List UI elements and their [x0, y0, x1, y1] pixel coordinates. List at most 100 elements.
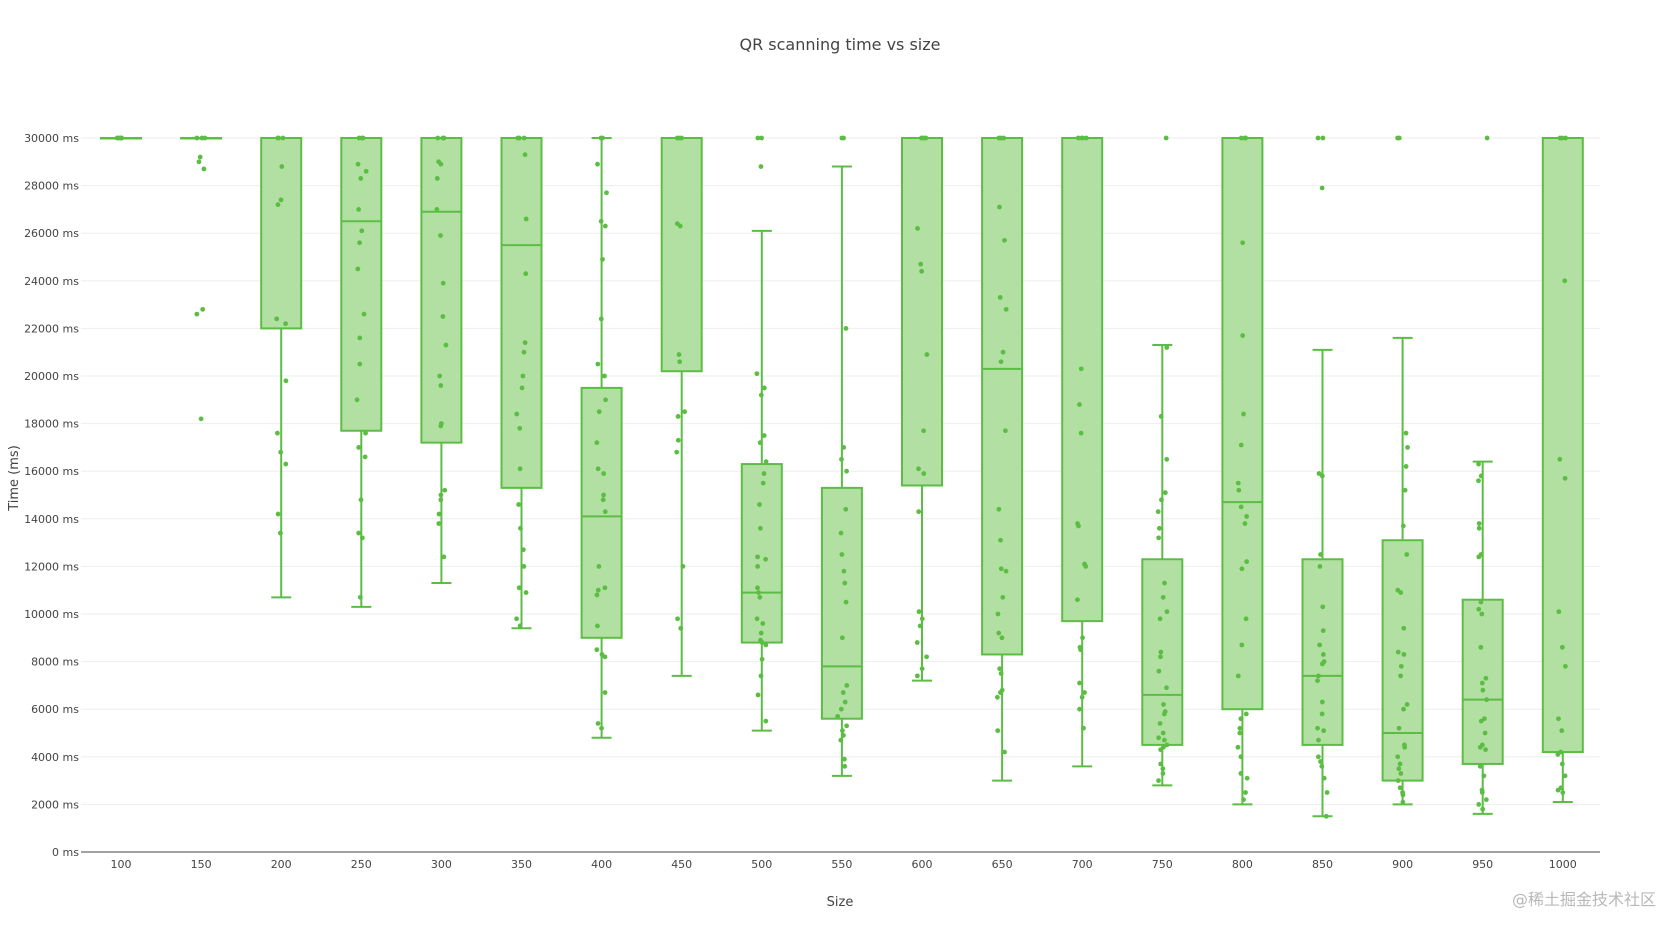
x-tick-label: 900 [1392, 858, 1413, 871]
data-point [1238, 754, 1244, 760]
data-point [682, 409, 688, 415]
data-point [755, 585, 760, 591]
data-point [1156, 535, 1162, 541]
y-axis-ticks: 0 ms 2000 ms 4000 ms 6000 ms 8000 ms 10000 ms… [24, 132, 79, 859]
data-point [1158, 747, 1164, 753]
data-point [440, 314, 446, 319]
data-point [1398, 673, 1403, 679]
x-tick-label: 750 [1152, 858, 1173, 871]
y-tick-label: 16000 ms [24, 465, 79, 478]
data-point [275, 430, 280, 436]
y-tick-label: 10000 ms [24, 608, 79, 621]
data-point [1241, 411, 1246, 417]
data-point [1001, 135, 1007, 141]
box-250 [340, 137, 383, 608]
data-point [1320, 628, 1326, 634]
data-point [201, 166, 207, 172]
box-iqr [340, 137, 383, 432]
data-point [1238, 135, 1244, 141]
data-point [1324, 790, 1330, 795]
data-point [1235, 673, 1241, 679]
data-point [1478, 473, 1484, 479]
data-point [521, 564, 527, 569]
data-point [1161, 737, 1167, 743]
data-point [758, 164, 764, 169]
data-point [677, 359, 683, 365]
box-iqr [901, 137, 943, 487]
data-point [679, 135, 684, 141]
data-point [594, 647, 600, 653]
data-point [355, 266, 361, 272]
data-point [436, 521, 442, 526]
data-point [523, 590, 529, 595]
data-point [759, 640, 765, 645]
y-tick-label: 0 ms [52, 846, 79, 859]
data-point [1083, 135, 1089, 141]
data-point [595, 466, 601, 472]
data-point [1316, 737, 1321, 743]
data-point [1156, 778, 1161, 783]
data-point [521, 349, 527, 355]
data-point [602, 585, 608, 591]
box-iqr [260, 137, 303, 330]
x-tick-label: 300 [431, 858, 452, 871]
data-point [514, 616, 519, 622]
data-point [199, 135, 205, 141]
data-point [1315, 725, 1320, 731]
data-point [916, 509, 922, 515]
data-point [1562, 773, 1568, 779]
data-point [917, 623, 923, 629]
data-point [1002, 749, 1007, 755]
data-point [599, 725, 604, 731]
data-point [924, 654, 929, 660]
data-point [1482, 730, 1488, 736]
data-point [602, 509, 608, 515]
data-point [916, 609, 922, 615]
data-point [844, 683, 850, 688]
data-point [1002, 237, 1007, 243]
data-point [1083, 564, 1089, 569]
data-point [1483, 747, 1488, 753]
x-tick-label: 700 [1072, 858, 1093, 871]
data-point [1400, 792, 1406, 798]
data-point [1476, 802, 1482, 807]
data-point [438, 492, 444, 498]
data-point [598, 218, 604, 224]
data-point [921, 135, 927, 141]
data-point [600, 256, 605, 262]
data-point [1077, 402, 1082, 407]
data-point [363, 168, 369, 174]
x-tick-label: 650 [992, 858, 1013, 871]
data-point [994, 694, 1000, 700]
x-axis-title: Size [827, 895, 854, 910]
y-tick-label: 8000 ms [31, 656, 79, 669]
data-point [755, 554, 760, 560]
data-point [277, 530, 283, 536]
data-point [996, 630, 1002, 636]
data-point [1560, 790, 1566, 795]
data-point [1155, 509, 1161, 515]
data-point [356, 207, 362, 212]
data-point [754, 616, 760, 622]
chart-title: QR scanning time vs size [740, 35, 941, 54]
data-point [1476, 525, 1482, 531]
y-tick-label: 22000 ms [24, 322, 79, 335]
data-point [595, 161, 600, 167]
data-point [677, 223, 683, 229]
data-point [516, 502, 522, 507]
data-point [1476, 554, 1482, 560]
box-500 [740, 229, 783, 732]
data-point [1164, 742, 1170, 748]
data-point [1562, 475, 1568, 481]
data-point [1237, 725, 1243, 731]
data-point [1395, 754, 1401, 760]
data-point [1244, 775, 1250, 781]
data-point [919, 666, 925, 672]
data-point [1235, 480, 1241, 486]
data-point [995, 728, 1001, 734]
data-point [842, 699, 848, 705]
x-tick-label: 350 [511, 858, 532, 871]
data-point [1403, 464, 1409, 469]
box-iqr [660, 137, 703, 373]
y-tick-label: 26000 ms [24, 227, 79, 240]
